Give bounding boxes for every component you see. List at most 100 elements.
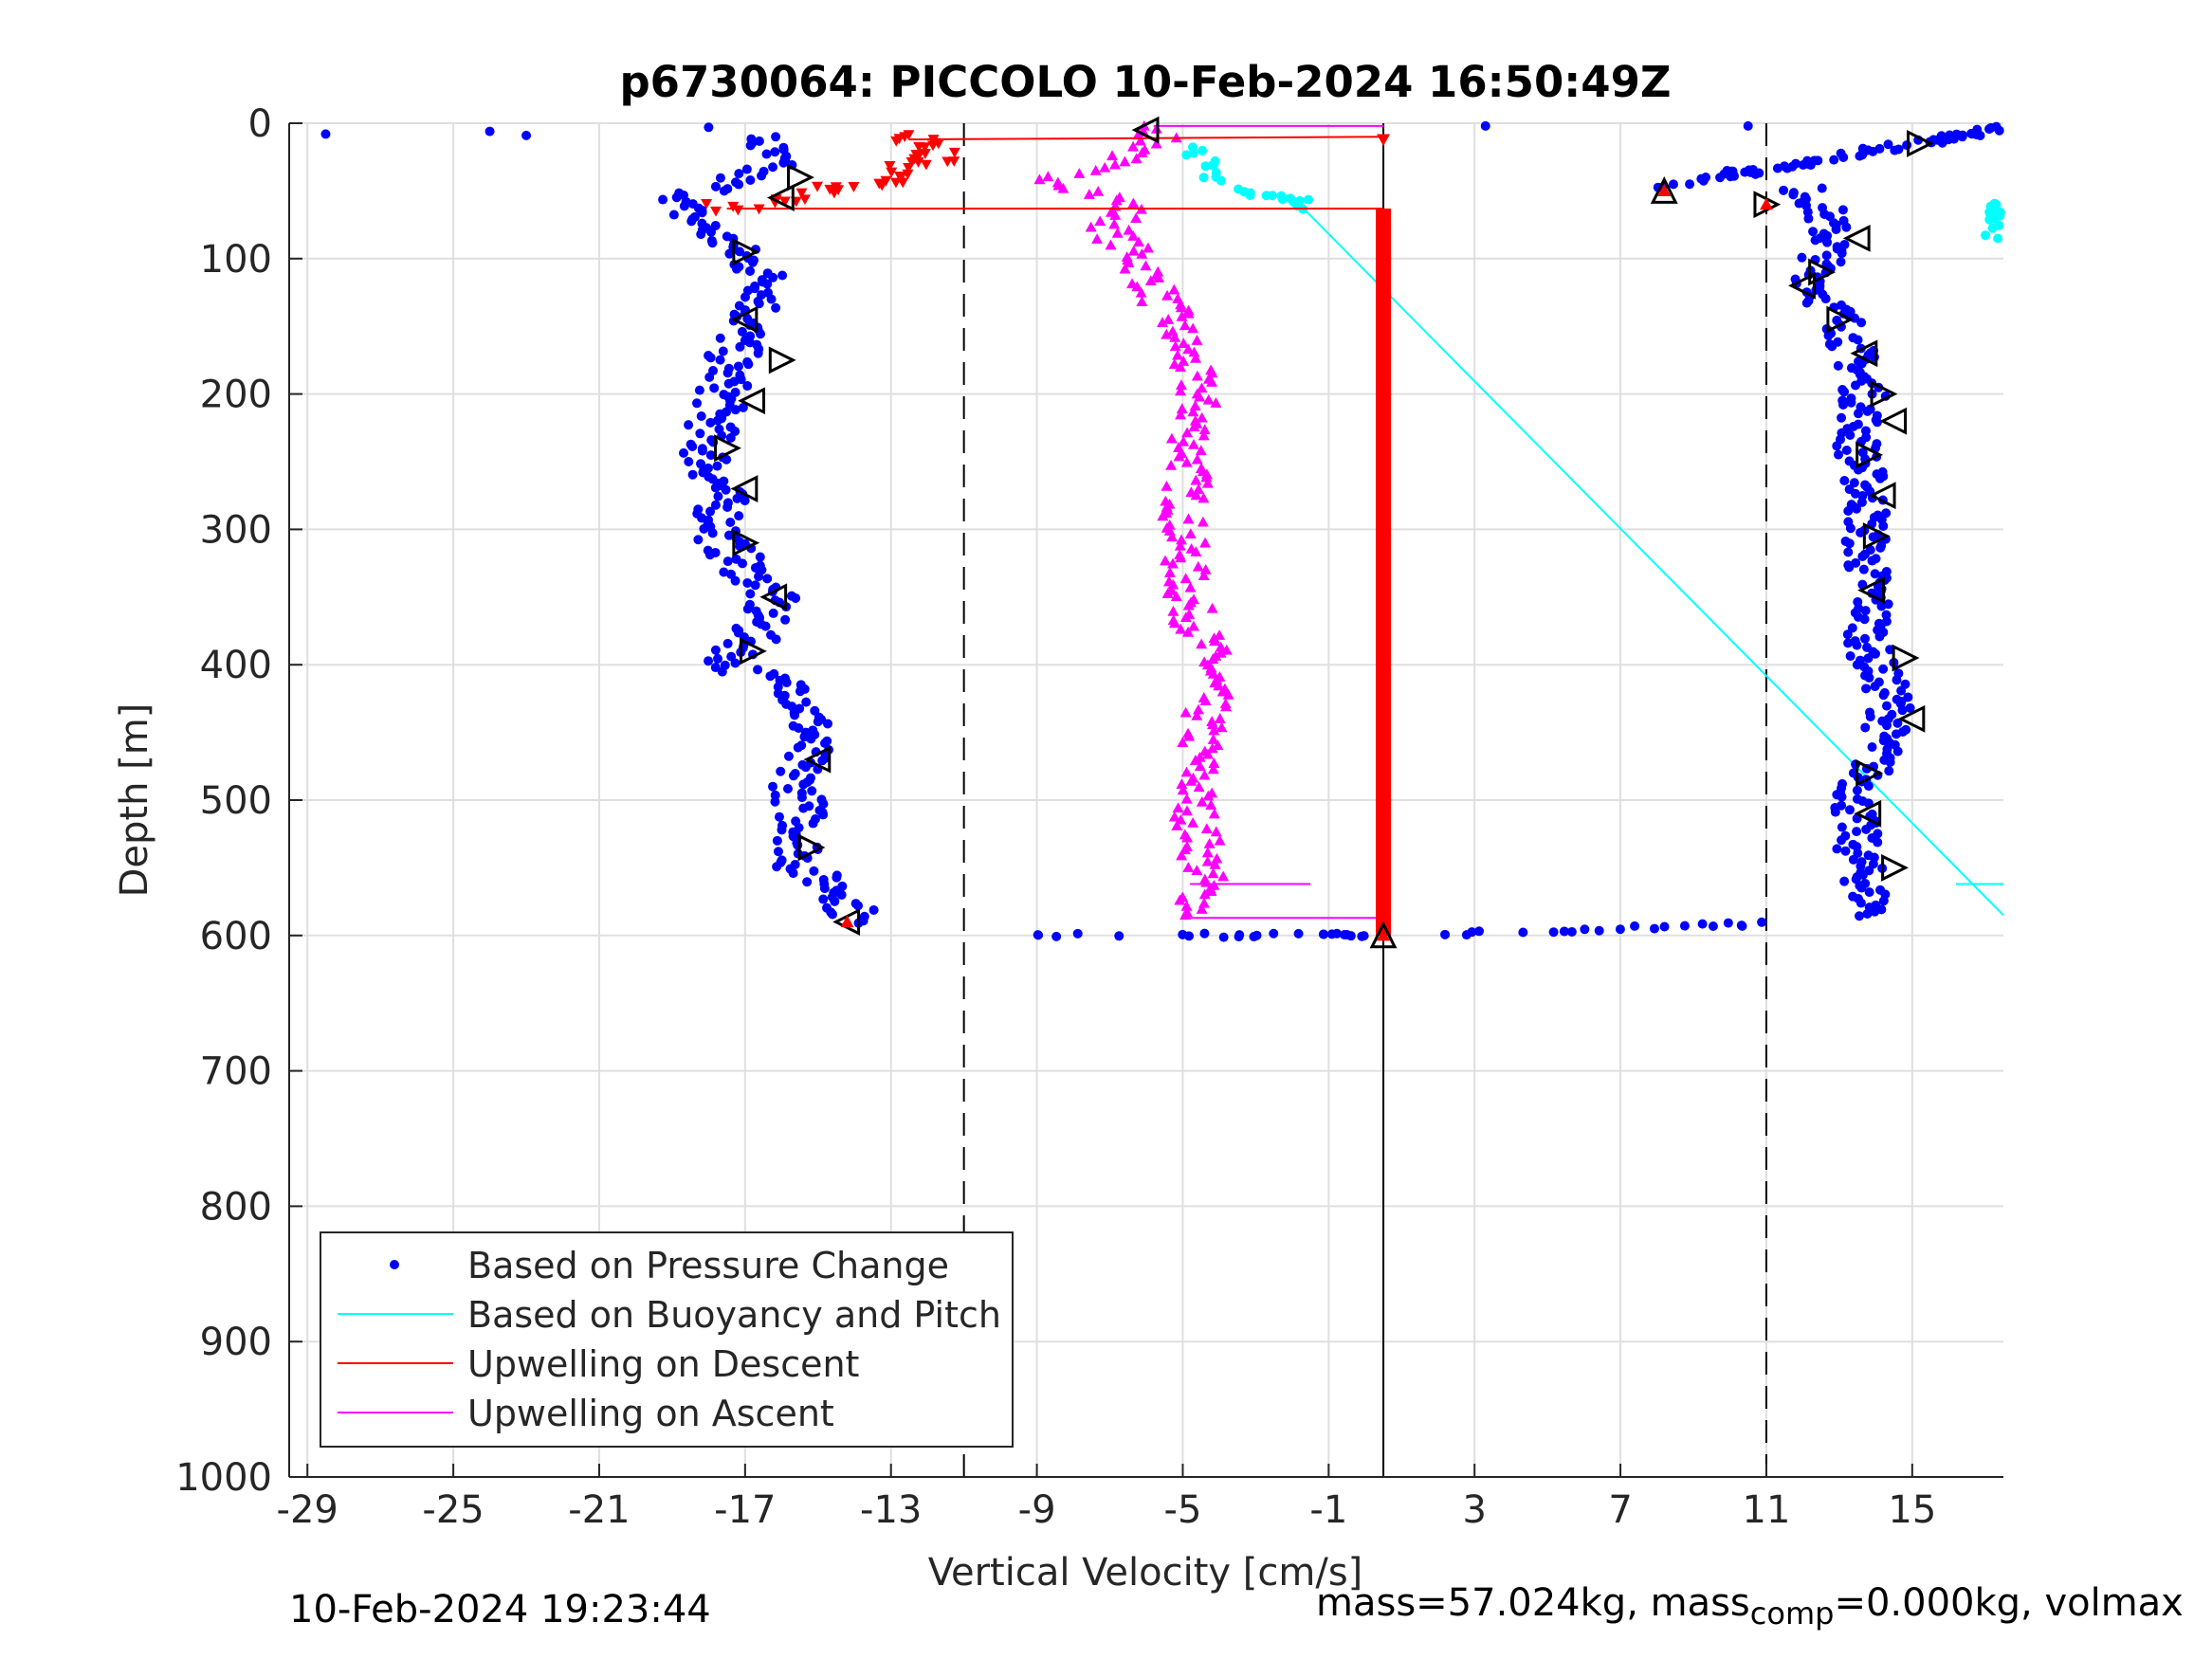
- pressure-change-point: [734, 511, 744, 521]
- upwelling-ascent-point: [1165, 432, 1178, 444]
- x-tick-label: -13: [860, 1488, 922, 1532]
- upwelling-ascent-point: [1206, 742, 1218, 754]
- upwelling-ascent-point: [1182, 862, 1195, 872]
- upwelling-descent-point: [893, 172, 905, 182]
- buoyancy-pitch-point: [1234, 184, 1244, 194]
- upwelling-ascent-point: [1042, 171, 1054, 182]
- pressure-change-point: [1852, 503, 1862, 514]
- pressure-change-point: [1779, 185, 1789, 195]
- pressure-change-point: [734, 169, 744, 179]
- upwelling-ascent-point: [1210, 826, 1222, 837]
- upwelling-ascent-point: [1176, 403, 1188, 414]
- upwelling-ascent-point: [1175, 623, 1187, 634]
- upwelling-ascent-point: [1194, 391, 1206, 402]
- buoyancy-pitch-point: [1990, 213, 2001, 224]
- pressure-change-point: [1559, 926, 1569, 937]
- pressure-change-point: [1845, 805, 1856, 815]
- pressure-change-point: [791, 592, 801, 603]
- upwelling-ascent-point: [1178, 435, 1190, 447]
- footer-timestamp: 10-Feb-2024 19:23:44: [289, 1588, 711, 1632]
- pressure-change-point: [1874, 473, 1885, 483]
- pressure-change-point: [809, 866, 819, 876]
- upwelling-ascent-point: [1166, 557, 1179, 569]
- pressure-change-point: [1861, 824, 1872, 834]
- pressure-change-point: [781, 678, 792, 688]
- pressure-change-point: [712, 415, 722, 426]
- pressure-change-point: [1831, 224, 1841, 234]
- legend[interactable]: Based on Pressure Change Based on Buoyanc…: [320, 1231, 1014, 1448]
- pressure-change-point: [521, 130, 532, 140]
- pressure-change-point: [1864, 887, 1874, 898]
- x-tick-label: 3: [1462, 1488, 1486, 1532]
- upwelling-ascent-point: [1169, 340, 1181, 352]
- upwelling-ascent-point: [1172, 349, 1184, 360]
- pressure-change-point: [1893, 144, 1904, 155]
- upwelling-ascent-point: [1196, 903, 1208, 914]
- pressure-change-point: [753, 348, 763, 358]
- buoyancy-pitch-point: [1197, 145, 1208, 155]
- pressure-change-point: [1862, 406, 1873, 416]
- buoyancy-pitch-point: [1200, 161, 1211, 172]
- pressure-change-point: [718, 346, 728, 356]
- pressure-change-point: [679, 447, 689, 458]
- pressure-change-point: [771, 132, 781, 142]
- upwelling-ascent-point: [1175, 552, 1187, 563]
- upwelling-ascent-point: [1111, 227, 1124, 238]
- upwelling-ascent-point: [1168, 811, 1180, 822]
- upwelling-ascent-point: [1199, 537, 1212, 548]
- upwelling-ascent-point: [1176, 310, 1188, 321]
- pressure-change-point: [741, 164, 752, 174]
- upwelling-descent-point: [948, 147, 960, 158]
- pressure-change-point: [765, 671, 776, 682]
- upwelling-ascent-point: [1209, 635, 1221, 647]
- pressure-change-point: [817, 756, 828, 766]
- pressure-change-point: [1615, 924, 1625, 935]
- pressure-change-point: [1845, 523, 1856, 534]
- state-marker: [759, 583, 788, 611]
- upwelling-ascent-point: [1089, 164, 1102, 175]
- state-marker: [1369, 921, 1398, 949]
- pressure-change-point: [742, 577, 753, 588]
- y-tick-label: 600: [200, 915, 272, 958]
- upwelling-descent-point: [893, 134, 905, 145]
- state-marker: [1808, 258, 1837, 286]
- y-tick-label: 300: [200, 508, 272, 552]
- upwelling-ascent-point: [1188, 439, 1200, 449]
- upwelling-ascent-point: [1191, 865, 1203, 876]
- upwelling-ascent-point: [1179, 909, 1192, 921]
- pressure-change-point: [766, 294, 777, 304]
- upwelling-ascent-point: [1191, 370, 1203, 381]
- legend-entry-upwelling-descent-label: Upwelling on Descent: [467, 1343, 859, 1385]
- upwelling-descent-point: [897, 177, 909, 189]
- upwelling-ascent-point: [1188, 421, 1200, 431]
- upwelling-ascent-point: [1162, 314, 1175, 324]
- upwelling-ascent-point: [1209, 858, 1221, 869]
- state-marker: [1856, 441, 1884, 469]
- upwelling-ascent-point: [1159, 555, 1171, 566]
- pressure-change-point: [1708, 921, 1718, 932]
- tick-labels: -29 -25 -21 -17 -13 -9 -5 -1 3 7 11 150100200300400…: [175, 102, 1936, 1532]
- footer-mass-text: mass=57.024kg, mass: [1316, 1581, 1750, 1625]
- legend-box: [320, 1231, 1014, 1448]
- upwelling-ascent-point: [1214, 713, 1226, 723]
- pressure-change-point: [754, 299, 764, 309]
- upwelling-ascent-point: [1211, 852, 1223, 864]
- state-marker: [1131, 116, 1160, 144]
- pressure-change-point: [1820, 294, 1831, 304]
- pressure-change-point: [722, 501, 733, 512]
- upwelling-ascent-point: [1207, 867, 1219, 879]
- pressure-change-point: [1839, 387, 1850, 397]
- pressure-change-point: [694, 385, 704, 395]
- pressure-change-point: [770, 796, 780, 807]
- pressure-change-point: [1798, 160, 1808, 171]
- x-tick-label: 15: [1888, 1488, 1936, 1532]
- upwelling-ascent-point: [1175, 361, 1187, 373]
- upwelling-ascent-point: [1108, 218, 1121, 229]
- pressure-change-point: [1891, 729, 1901, 739]
- pressure-change-point: [790, 710, 800, 720]
- upwelling-ascent-point: [1140, 260, 1152, 271]
- upwelling-ascent-point: [1187, 406, 1199, 417]
- pressure-change-point: [788, 868, 798, 879]
- pressure-change-point: [1649, 923, 1659, 934]
- upwelling-ascent-point: [1175, 301, 1187, 313]
